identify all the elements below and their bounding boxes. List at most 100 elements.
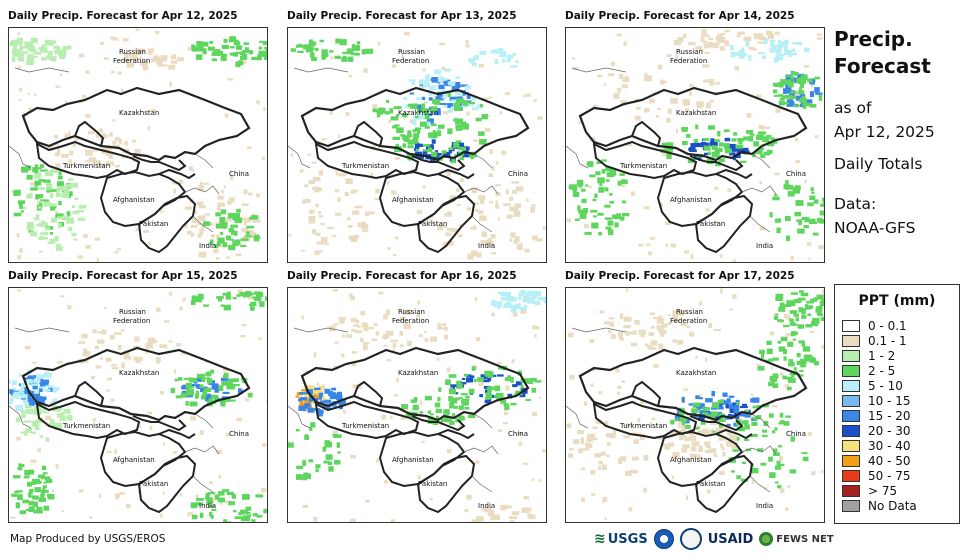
- country-label: India: [199, 242, 217, 250]
- neighbor-border: [9, 327, 220, 493]
- precip-cell: [16, 404, 19, 407]
- precip-cell: [658, 343, 663, 350]
- precip-cell: [518, 441, 523, 446]
- precip-cell: [181, 391, 187, 394]
- precip-cell: [388, 120, 391, 124]
- precip-cell: [335, 212, 342, 216]
- precip-cell: [464, 406, 470, 410]
- precip-cell: [189, 401, 198, 407]
- precip-cell: [502, 305, 510, 309]
- precip-cell: [518, 292, 525, 297]
- precip-cell: [523, 496, 529, 500]
- precip-cell: [490, 510, 495, 516]
- legend-item: > 75: [842, 484, 897, 498]
- precip-cell: [27, 395, 32, 399]
- precip-cell: [217, 399, 223, 402]
- precip-cell: [809, 218, 816, 224]
- precip-cell: [463, 146, 470, 151]
- precip-cell: [47, 145, 54, 151]
- precip-cell: [216, 234, 220, 241]
- precip-cell: [205, 377, 210, 380]
- precip-cell: [591, 222, 599, 229]
- precip-cell: [143, 230, 150, 233]
- precip-cell: [238, 512, 242, 516]
- precip-cell: [52, 390, 57, 393]
- precip-cell: [503, 291, 511, 297]
- country-border: [416, 454, 476, 514]
- precip-cell: [240, 517, 248, 522]
- precip-cell: [232, 39, 239, 43]
- precip-cell: [720, 443, 723, 448]
- neighbor-border: [566, 327, 777, 493]
- precip-cell: [804, 217, 810, 223]
- precip-cell: [426, 144, 434, 150]
- precip-cell: [705, 357, 708, 362]
- precip-cell: [209, 41, 214, 44]
- precip-cell: [143, 67, 149, 70]
- precip-cell: [483, 507, 492, 513]
- precip-cell: [237, 289, 243, 293]
- precip-cell: [750, 398, 756, 403]
- precip-cell: [304, 393, 312, 399]
- precip-cell: [462, 100, 469, 106]
- precip-cell: [476, 516, 484, 522]
- precip-cell: [210, 514, 214, 519]
- precip-cell: [719, 416, 725, 422]
- precip-cell: [771, 378, 778, 383]
- precip-cell: [462, 401, 469, 406]
- precip-cell: [743, 36, 752, 42]
- precip-cell: [515, 381, 522, 386]
- precip-cell: [117, 71, 122, 75]
- precip-cell: [509, 516, 517, 519]
- precip-cell: [598, 460, 603, 465]
- precip-cell: [772, 196, 780, 201]
- precip-cell: [33, 390, 39, 394]
- precip-cell: [48, 56, 52, 60]
- precip-cell: [691, 441, 700, 446]
- precip-cell: [699, 397, 703, 400]
- precip-cell: [231, 493, 236, 499]
- legend-item: 0 - 0.1: [842, 319, 907, 333]
- region-outline: [21, 86, 251, 162]
- precip-cell: [181, 385, 190, 390]
- precip-cell: [448, 148, 452, 154]
- precip-cell: [309, 427, 313, 431]
- precip-cell: [239, 217, 246, 221]
- precip-cell: [63, 188, 70, 194]
- precip-cell: [232, 52, 238, 57]
- precip-cell: [155, 58, 162, 63]
- precip-cell: [797, 297, 806, 301]
- precip-cell: [219, 218, 224, 225]
- forecast-map: Russian Federation Kazakhstan Turkmenistan A…: [565, 287, 825, 523]
- precip-cell: [424, 76, 430, 81]
- precip-cell: [331, 387, 337, 391]
- country-label: China: [786, 430, 806, 438]
- precip-cell: [778, 445, 782, 448]
- precip-cell: [439, 42, 446, 46]
- precip-cell: [351, 328, 356, 332]
- precip-cell: [724, 42, 730, 46]
- precip-cell: [650, 346, 657, 350]
- precip-cell: [794, 211, 802, 217]
- country-border: [631, 120, 662, 147]
- precip-cell: [709, 81, 715, 86]
- precip-cell: [783, 45, 788, 51]
- precip-cell: [491, 49, 497, 54]
- precip-cell: [793, 367, 797, 371]
- precip-cell: [490, 395, 497, 398]
- precip-cell: [33, 424, 40, 427]
- precip-cell: [470, 375, 475, 378]
- precip-cell: [715, 427, 723, 433]
- precip-cell: [50, 217, 58, 223]
- precip-cell: [818, 245, 824, 250]
- precip-cell: [733, 132, 738, 136]
- precip-cell: [573, 439, 580, 445]
- precip-cell: [507, 375, 512, 381]
- precip-cell: [401, 54, 404, 59]
- logo-strip: ≋ USGS USAID FEWS NET: [594, 528, 834, 550]
- precip-cell: [198, 185, 204, 192]
- precip-cell: [515, 304, 519, 307]
- precip-cell: [816, 217, 823, 223]
- precip-cell: [806, 300, 814, 304]
- precip-cell: [61, 154, 69, 158]
